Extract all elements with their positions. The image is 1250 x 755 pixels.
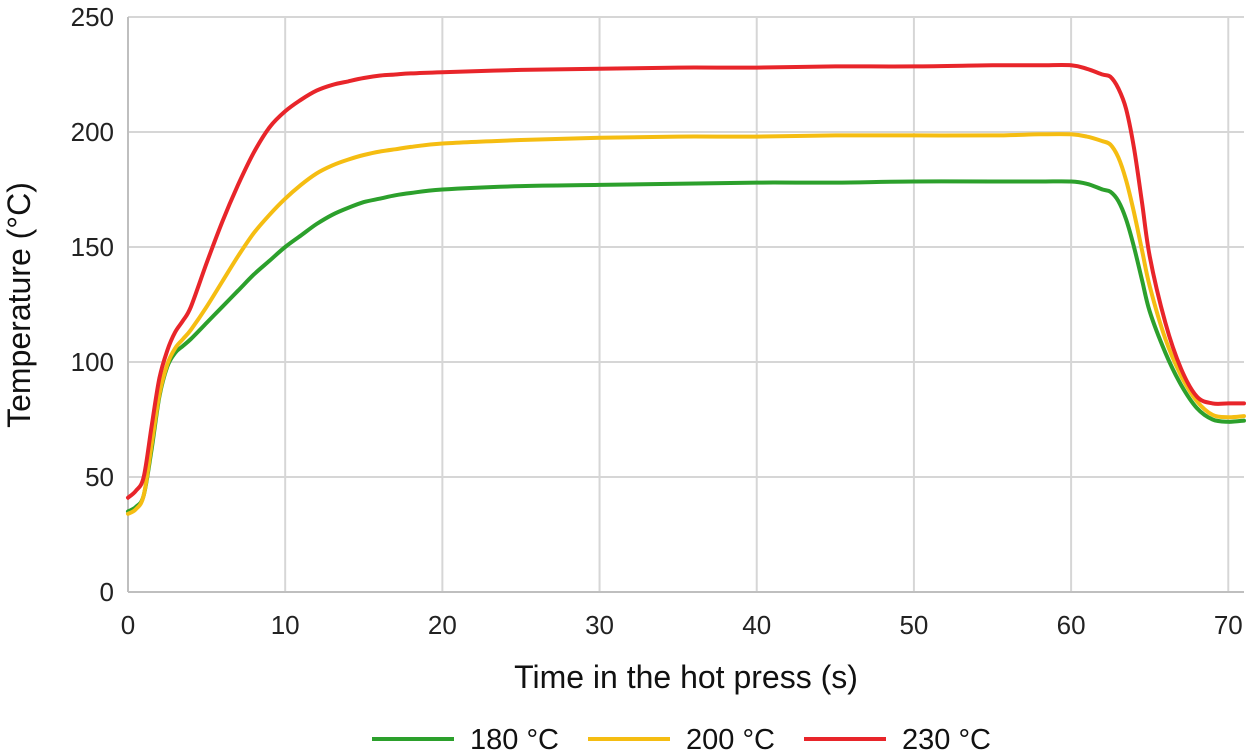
legend-label: 180 °C [470,724,559,755]
series-line-2 [126,132,1246,516]
y-tick-label: 50 [85,462,114,492]
x-tick-label: 20 [428,610,457,640]
y-tick-label: 200 [71,117,114,147]
x-tick-label: 30 [585,610,614,640]
x-tick-label: 70 [1214,610,1243,640]
x-tick-label: 50 [899,610,928,640]
series-line-3 [126,63,1246,500]
legend-label: 200 °C [686,724,775,755]
y-tick-label: 100 [71,347,114,377]
x-tick-label: 10 [271,610,300,640]
legend-label: 230 °C [902,724,991,755]
x-tick-label: 60 [1057,610,1086,640]
series-line-1 [126,179,1246,514]
tick-labels: 0 50 100 150 200 250 0 10 20 30 40 50 60 70 [71,2,1243,640]
y-tick-label: 150 [71,232,114,262]
series-lines [126,63,1246,516]
y-tick-label: 0 [100,577,114,607]
x-tick-label: 0 [121,610,135,640]
y-tick-label: 250 [71,2,114,32]
y-axis-title: Temperature (°C) [1,182,37,428]
legend: 180 °C 200 °C 230 °C [372,724,991,755]
x-axis-title: Time in the hot press (s) [514,659,858,695]
x-tick-label: 40 [742,610,771,640]
